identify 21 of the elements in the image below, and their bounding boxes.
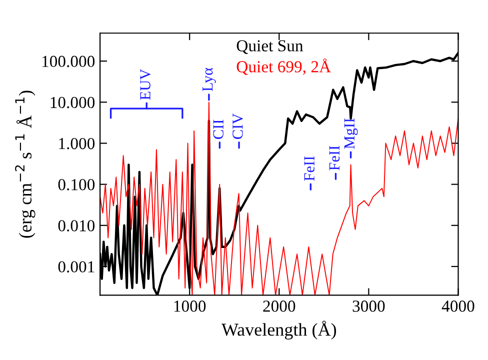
y-tick-label: 10.000 <box>50 96 95 108</box>
x-tick-label: 3000 <box>352 300 385 312</box>
y-tick-label: 100.000 <box>42 56 95 68</box>
y-tick-label: 1.000 <box>59 138 95 150</box>
annotation: CII <box>213 120 224 139</box>
y-axis-title: (erg cm$^{−2}$ s$^{−1}$ Å$^{−1}$) <box>15 90 36 238</box>
y-tick-label: 0.001 <box>58 261 94 273</box>
x-tick-label: 2000 <box>263 300 296 312</box>
x-axis-title: Wavelength (Å) <box>221 320 336 340</box>
annotation: EUV <box>140 69 151 100</box>
x-tick-label: 4000 <box>442 300 474 312</box>
y-tick-label: 0.100 <box>58 179 95 190</box>
text: Quiet 699, 2Å <box>236 58 331 75</box>
legend-label: Quiet Sun <box>236 40 304 54</box>
annotation: FeII <box>304 156 314 181</box>
annotation: FeII <box>329 146 340 170</box>
annotation: CIV <box>232 113 243 139</box>
y-tick-label: 0.010 <box>58 220 95 232</box>
annotation: Lyα <box>202 68 216 92</box>
x-tick-label: 1000 <box>174 300 206 312</box>
annotation: MgII <box>344 118 358 149</box>
